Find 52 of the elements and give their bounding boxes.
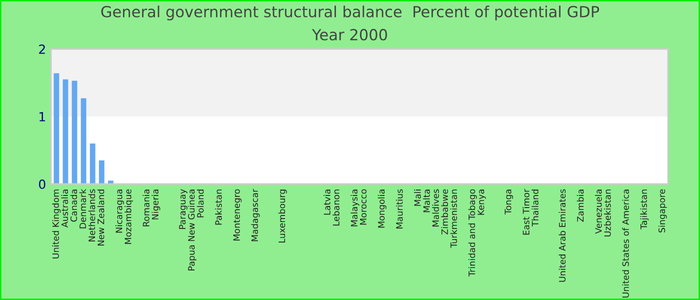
x-tick-label: Kenya <box>478 190 486 215</box>
x-tick-label: Denmark <box>79 188 86 228</box>
x-tick-label: Malaysia <box>350 190 360 226</box>
x-tick-label: Nigeria <box>152 190 160 220</box>
bar <box>54 73 60 184</box>
x-tick-label: Uzbekistan <box>604 190 611 236</box>
x-tick-label: United Arab Emirates <box>558 189 566 282</box>
bar <box>62 79 68 184</box>
x-tick-label: Morocco <box>360 189 367 225</box>
x-tick-label: Mozambique <box>124 189 134 244</box>
y-tick-label: 1 <box>40 112 45 122</box>
x-tick-label: Romania <box>142 190 150 226</box>
bar <box>98 160 104 184</box>
x-tick-label: Tajikistan <box>640 190 649 230</box>
x-tick-label: Mauritius <box>396 189 403 228</box>
bar <box>80 98 86 184</box>
x-tick-label: Turkmenistan <box>450 190 458 248</box>
x-tick-label: Latvia <box>324 190 330 215</box>
bar <box>72 80 78 184</box>
x-tick-label: Singapore <box>658 189 667 232</box>
x-tick-label: Zambia <box>576 190 584 222</box>
bar <box>108 180 114 184</box>
x-tick-label: Malta <box>423 190 430 212</box>
x-tick-label: Poland <box>196 190 204 218</box>
x-tick-label: Mali <box>414 190 421 206</box>
x-tick-label: East Timor <box>522 188 530 235</box>
x-tick-label: Pakistan <box>215 190 222 225</box>
x-tick-label: Montenegro <box>233 189 242 241</box>
x-tick-label: Tonga <box>504 190 514 215</box>
chart-subtitle: Year 2000 <box>312 28 388 40</box>
x-tick-label: Madagascar <box>251 188 260 242</box>
x-tick-label: New Zealand <box>97 190 104 246</box>
x-tick-label: Paraguay <box>179 189 188 229</box>
x-tick-label: Luxembourg <box>278 190 287 243</box>
y-tick-label: 2 <box>39 44 45 54</box>
x-tick-label: Australia <box>61 190 68 228</box>
chart-title: General government structural balance Percent of potential GDP <box>101 6 600 20</box>
bar <box>90 144 96 184</box>
x-tick-label: Trinidad and Tobago <box>468 189 477 276</box>
y-tick-label: 0 <box>39 179 46 189</box>
x-tick-label: Venezuela <box>595 190 602 234</box>
x-tick-label: Netherlands <box>88 189 96 242</box>
x-tick-label: Maldives <box>432 189 439 226</box>
x-tick-label: Papua New Guinea <box>188 190 196 270</box>
x-tick-label: United States of America <box>622 190 629 298</box>
x-tick-label: Thailand <box>532 190 538 226</box>
x-tick-label: United Kingdom <box>52 190 61 258</box>
x-tick-label: Canada <box>70 190 78 222</box>
x-tick-label: Zimbabwe <box>441 189 448 234</box>
x-tick-label: Nicaragua <box>116 190 124 233</box>
x-tick-label: Lebanon <box>332 190 340 226</box>
x-tick-label: Mongolia <box>378 190 386 228</box>
